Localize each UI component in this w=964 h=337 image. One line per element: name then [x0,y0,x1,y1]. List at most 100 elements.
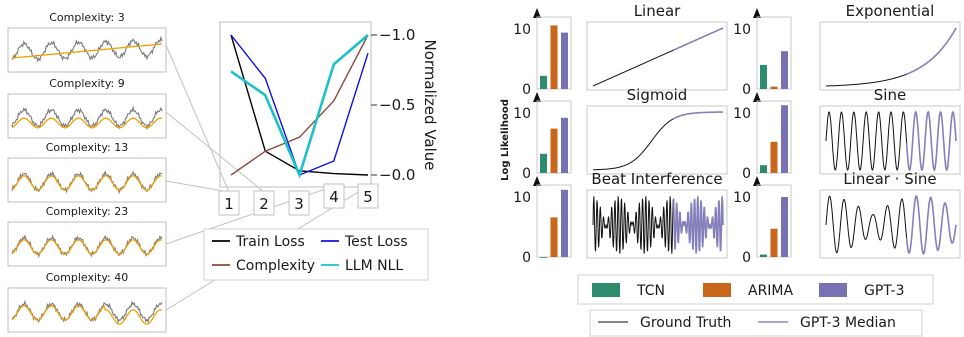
ground-truth-line [826,73,907,87]
gpt3-median-line [673,111,723,120]
legend-label: Test Loss [344,234,408,250]
axis-arrow [753,8,761,18]
legend-frame [203,228,429,281]
bar-tcn [540,75,547,89]
dataset-title: Linear · Sine [843,170,936,188]
gpt3-median-line [906,27,957,75]
complexity-panel: Complexity: 23 [7,205,167,267]
bar-tcn [760,165,767,173]
legend-swatch [592,283,620,297]
x-tick-label: 2 [259,195,269,213]
dataset-panel: 10 0 Sine [733,86,961,182]
axis-arrow [753,176,761,186]
fit-series-line [11,239,163,255]
gpt3-median-line [905,110,957,172]
y-tick-label: 0 [522,250,531,266]
bar-gpt-3 [781,51,788,89]
x-tick-label: 1 [224,195,234,213]
y-tick-label: 10 [733,106,751,122]
y-tick-label: 10 [733,190,751,206]
dataset-panel: 10 0 Sigmoid [513,86,728,182]
bar-arima [550,25,558,89]
data-series-line [11,105,163,131]
legend-label: Train Loss [235,234,305,250]
connector-line [165,180,230,193]
bar-gpt-3 [561,189,568,257]
panel-title: Complexity: 40 [46,271,129,284]
dataset-panel: 10 0 Beat Interference [513,170,728,266]
y-tick-label: 10 [513,190,531,206]
dataset-title: Sine [874,86,906,104]
legend-label: GPT-3 Median [800,315,896,331]
legend-label: ARIMA [748,283,794,299]
x-tick-box [253,190,275,216]
bar-arima [550,128,558,173]
data-series-line [12,299,163,324]
connector-line [165,111,265,193]
panel-title: Complexity: 23 [46,205,129,218]
legend-frame-bottom [589,309,923,337]
dataset-panel: 10 0 Exponential [733,2,961,98]
series-lines [230,34,369,179]
complexity-fit-panels: Complexity: 3 Complexity: 9 Complexity: 13… [7,11,167,333]
legend-label: Complexity [236,258,315,274]
panel-frame [7,221,167,267]
panel-frame [7,157,167,203]
dataset-title: Sigmoid [627,86,688,104]
gpt3-median-line [905,195,957,256]
y-ticks: −1.0 −0.5 −0.0 [371,26,415,184]
ground-truth-line [825,195,908,254]
bar-arima [770,86,778,89]
y-tick-label: 0 [742,250,751,266]
y-axis-label: Log Likelihood [500,99,511,181]
ground-truth-line [592,196,675,254]
complexity-panel: Complexity: 13 [7,141,167,203]
bar-axis: 10 0 [733,176,792,266]
axis-arrow [533,92,541,102]
panel-frame [7,27,167,73]
panel-frame [7,93,167,139]
dataset-panel: 10 0 Linear · Sine [733,170,961,266]
data-series-line [11,35,163,63]
series-line-train [230,34,369,176]
x-tick-label: 5 [363,188,373,206]
y-tick-label: −1.0 [379,26,415,44]
ground-truth-line [593,118,674,171]
bar-gpt-3 [781,105,788,173]
y-tick-label: 0 [522,166,531,182]
fit-series-line [11,175,163,191]
fit-series-line [11,43,163,59]
legend: Train Loss Test Loss Complexity LLM NLL [203,228,429,281]
normalized-value-chart: −1.0 −0.5 −0.0 Normalized Value 1 2 3 4 5 Trai… [203,21,439,281]
panel-title: Complexity: 3 [49,11,125,24]
log-likelihood-grid: Log Likelihood 100Linear100Exponential10… [500,2,961,266]
ground-truth-line [825,110,908,171]
dataset-panel: 10 0 Linear [513,2,728,98]
y-tick-label: −0.5 [379,96,415,114]
bar-tcn [760,65,767,89]
dataset-title: Exponential [846,2,935,20]
x-tick-label: 4 [329,188,339,206]
legend-swatch [819,283,847,297]
y-tick-label: 10 [733,22,751,38]
gpt3-median-line [673,27,724,51]
bar-tcn [540,257,547,258]
dataset-title: Beat Interference [591,170,722,188]
legend-label: Ground Truth [640,315,731,331]
bar-arima [770,141,778,173]
bar-tcn [760,254,767,257]
legend-swatch [703,283,731,297]
ground-truth-line [592,49,674,87]
series-line-complexity [230,34,369,176]
bar-gpt-3 [781,197,788,257]
gpt3-median-line [672,196,724,254]
panel-frame [7,287,167,333]
x-tick-box [218,190,240,216]
legend-label: GPT-3 [864,283,905,299]
panel-title: Complexity: 9 [49,77,125,90]
y-tick-label: 0 [742,82,751,98]
connector-line [165,44,230,193]
bar-tcn [540,153,547,173]
fit-series-line [11,117,163,129]
